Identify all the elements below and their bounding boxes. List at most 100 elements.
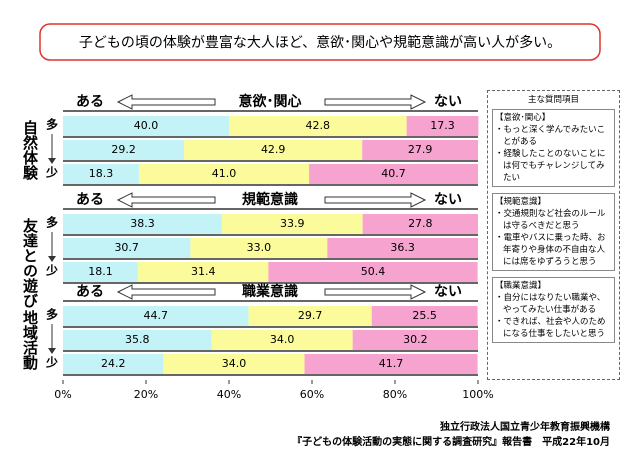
panel-section: 【意欲･関心】・もっと深く学んでみたいことがある ・経験したことのないことには何で… — [492, 109, 615, 187]
value-label: 27.9 — [408, 143, 433, 156]
bar-segment — [221, 214, 363, 234]
header-right: ない — [434, 192, 462, 208]
category-label: 少 — [45, 263, 58, 278]
x-tick-label: 40% — [217, 388, 241, 401]
bar-segment — [184, 140, 363, 160]
arrow-left — [116, 284, 216, 300]
header-right: ない — [434, 94, 462, 110]
value-label: 40.0 — [134, 119, 159, 132]
value-label: 42.8 — [306, 119, 331, 132]
value-label: 18.1 — [88, 265, 113, 278]
x-tick-label: 80% — [383, 388, 407, 401]
x-tick-label: 60% — [300, 388, 324, 401]
bar-segment — [138, 262, 269, 282]
value-label: 33.0 — [247, 241, 272, 254]
bar-segment — [371, 306, 478, 326]
arrow-right — [324, 94, 427, 110]
arrow-right — [324, 284, 427, 300]
section-item: ・電車やバスに乗った時、お年寄りや身体の不自由な人には席をゆずろうと思う — [495, 233, 606, 267]
value-label: 25.5 — [412, 309, 437, 322]
bar-segment — [63, 262, 139, 282]
arrow-left — [116, 192, 216, 208]
header-right: ない — [434, 284, 462, 300]
side-panel: 主な質問項目【意欲･関心】・もっと深く学んでみたいことがある ・経験したことのない… — [487, 90, 620, 380]
value-label: 42.9 — [261, 143, 286, 156]
bar-segment — [138, 164, 310, 184]
value-label: 36.3 — [390, 241, 415, 254]
x-tick-label: 0% — [54, 388, 71, 401]
value-label: 27.8 — [408, 217, 433, 230]
panel-section: 【職業意識】・自分にはなりたい職業や、やってみたい仕事がある ・できれば、社会や人… — [492, 277, 615, 343]
updown-head — [48, 348, 56, 354]
section-item: ・できれば、社会や人のためになる仕事をしたいと思う — [495, 317, 606, 339]
bar-segment — [248, 306, 372, 326]
x-tick-label: 20% — [134, 388, 158, 401]
value-label: 44.7 — [144, 309, 169, 322]
bar-segment — [63, 330, 212, 350]
value-label: 34.0 — [270, 333, 295, 346]
bar-segment — [362, 214, 478, 234]
group-label: 自然体験 — [21, 119, 39, 181]
group-label: 地域活動 — [21, 309, 39, 371]
value-label: 29.2 — [111, 143, 136, 156]
header-title: 意欲･関心 — [239, 93, 302, 110]
panel-title: 主な質問項目 — [527, 95, 579, 105]
category-label: 多 — [46, 215, 58, 230]
x-tick-label: 100% — [462, 388, 493, 401]
bar-segment — [63, 354, 164, 374]
header-title: 職業意識 — [242, 283, 298, 300]
arrow-right — [324, 192, 427, 208]
category-label: 多 — [46, 117, 58, 132]
value-label: 33.9 — [280, 217, 305, 230]
section-item: ・経験したことのないことには何でもチャレンジしてみたい — [495, 149, 606, 183]
header-left: ある — [76, 192, 104, 208]
bar-segment — [63, 140, 185, 160]
section-heading: 【職業意識】 — [495, 281, 547, 291]
section-heading: 【意欲･関心】 — [495, 113, 551, 123]
chart-title: 子どもの頃の体験が豊富な大人ほど、意欲･関心や規範意識が高い人が多い。 — [79, 34, 561, 51]
bar-segment — [268, 262, 478, 282]
value-label: 24.2 — [101, 357, 126, 370]
header-title: 規範意識 — [242, 191, 298, 208]
bar-segment — [309, 164, 478, 184]
category-label: 多 — [46, 307, 58, 322]
title-box — [39, 23, 601, 61]
section-item: ・もっと深く学んでみたいことがある — [495, 125, 606, 147]
category-label: 少 — [45, 165, 58, 180]
panel-section: 【規範意識】・交通規則など社会のルールは守るべきだと思う ・電車やバスに乗った時、… — [492, 193, 615, 271]
value-label: 31.4 — [191, 265, 216, 278]
bar-segment — [63, 306, 249, 326]
bar-segment — [63, 164, 139, 184]
updown-head — [48, 256, 56, 262]
header-left: ある — [76, 94, 104, 110]
bar-segment — [211, 330, 353, 350]
bar-segment — [304, 354, 478, 374]
group-label: 友達との遊び — [21, 217, 39, 308]
value-label: 18.3 — [89, 167, 114, 180]
bar-segment — [63, 116, 229, 136]
value-label: 34.0 — [222, 357, 247, 370]
value-label: 30.7 — [114, 241, 139, 254]
value-label: 38.3 — [130, 217, 155, 230]
value-label: 41.0 — [212, 167, 237, 180]
bar-segment — [63, 238, 191, 258]
value-label: 41.7 — [379, 357, 404, 370]
value-label: 50.4 — [361, 265, 386, 278]
footer-organization: 独立行政法人国立青少年教育振興機構 — [440, 422, 610, 433]
arrow-left — [116, 94, 216, 110]
header-left: ある — [76, 284, 104, 300]
bar-segment — [63, 214, 222, 234]
section-item: ・自分にはなりたい職業や、やってみたい仕事がある — [495, 293, 606, 315]
footer-source: 『子どもの体験活動の実態に関する調査研究』報告書 平成22年10月 — [292, 437, 610, 448]
section-item: ・交通規則など社会のルールは守るべきだと思う — [495, 209, 606, 231]
value-label: 29.7 — [298, 309, 323, 322]
section-heading: 【規範意識】 — [495, 197, 547, 207]
bar-segment — [362, 140, 478, 160]
value-label: 40.7 — [381, 167, 406, 180]
bar-segment — [406, 116, 479, 136]
bar-segment — [352, 330, 478, 350]
bar-segment — [190, 238, 328, 258]
bar-segment — [327, 238, 478, 258]
